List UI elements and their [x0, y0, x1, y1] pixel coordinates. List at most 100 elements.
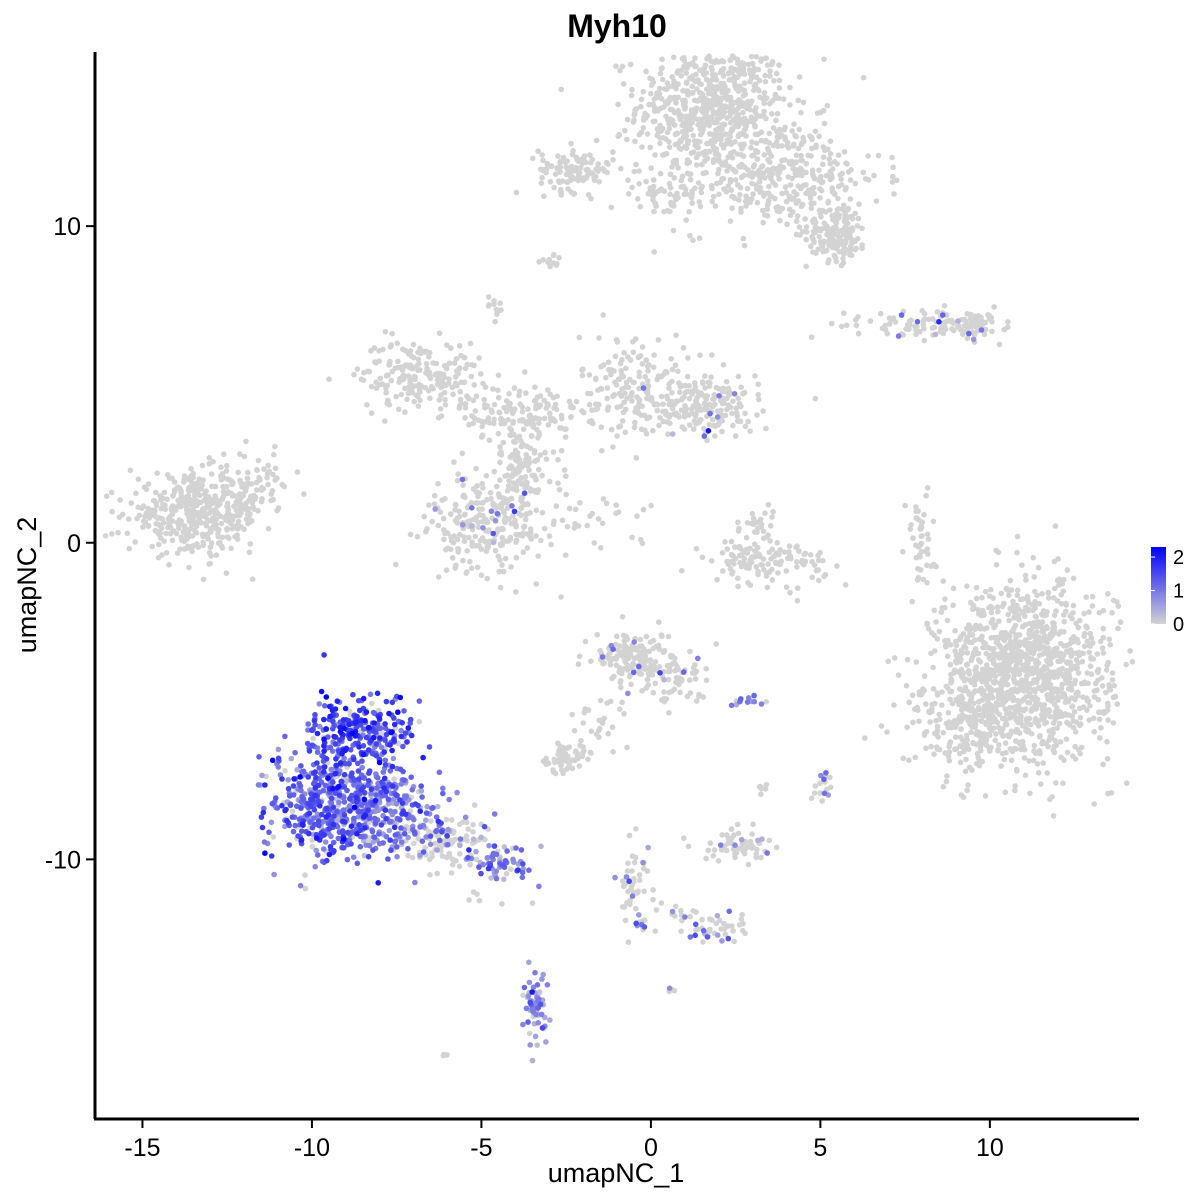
cell-point [1100, 761, 1106, 768]
cell-point [690, 908, 696, 914]
cell-point [713, 132, 720, 138]
cell-point [706, 122, 713, 129]
cell-point [916, 328, 923, 335]
cell-point [565, 186, 571, 192]
cell-point [673, 398, 680, 405]
cell-point [1095, 677, 1101, 684]
cell-point [971, 700, 977, 707]
cell-point [904, 656, 911, 663]
cell-point [744, 185, 751, 192]
cell-point [684, 388, 691, 395]
cell-point [605, 730, 611, 737]
cell-point [989, 328, 995, 335]
cell-point [218, 464, 224, 471]
cell-point [917, 525, 923, 532]
cell-point [679, 567, 685, 574]
cell-point [712, 72, 719, 78]
cell-point [614, 633, 620, 640]
cell-point [682, 104, 689, 111]
cell-point [506, 390, 512, 397]
cell-point [505, 483, 512, 489]
cell-point [484, 575, 491, 582]
cell-point [651, 249, 657, 255]
cell-point [820, 144, 826, 150]
cell-point [692, 662, 698, 668]
cell-point [768, 556, 774, 562]
cell-point [1025, 727, 1032, 734]
cell-point [641, 665, 647, 672]
cell-point [1111, 682, 1117, 689]
cell-point [1079, 658, 1086, 665]
cell-point [540, 257, 546, 263]
cell-point [983, 721, 989, 727]
cell-point [943, 312, 950, 318]
cell-point [741, 172, 747, 179]
cell-point [707, 916, 713, 922]
cell-point [633, 826, 639, 832]
cell-point [587, 390, 594, 397]
cell-point [451, 459, 457, 465]
cell-point [540, 157, 546, 164]
cell-point [815, 557, 822, 564]
cell-point [742, 198, 749, 205]
cell-point [772, 95, 778, 102]
cell-point [474, 564, 481, 571]
cell-point [740, 68, 747, 74]
cell-point [767, 73, 773, 79]
cell-point [460, 482, 466, 488]
cell-point [833, 258, 840, 265]
cell-point [645, 682, 652, 688]
cell-point [786, 160, 793, 167]
cell-point [575, 661, 582, 667]
cell-point [371, 345, 378, 351]
cell-point [608, 204, 615, 211]
cell-point [210, 458, 216, 465]
cell-point [893, 177, 900, 184]
cell-point [526, 467, 532, 473]
cell-point [1036, 748, 1043, 754]
cell-point [812, 395, 819, 402]
cell-point [476, 543, 482, 549]
cell-point [891, 655, 898, 661]
cell-point [253, 467, 260, 473]
cell-point [609, 675, 615, 682]
cell-point [715, 422, 721, 428]
cell-point [873, 198, 880, 204]
cell-point [779, 143, 785, 149]
cell-point [749, 831, 755, 837]
cell-point [732, 83, 738, 89]
cell-point [563, 473, 569, 480]
cell-point [860, 74, 867, 81]
cell-point [1009, 689, 1016, 696]
cell-point [603, 500, 610, 507]
cell-point [758, 56, 765, 62]
cell-point [1009, 667, 1016, 673]
cell-point [956, 701, 962, 708]
cell-point [547, 263, 553, 270]
cell-point [678, 73, 684, 79]
cell-point [1090, 715, 1097, 722]
cell-point [261, 466, 267, 472]
cell-point [1086, 609, 1092, 615]
cell-point [694, 144, 700, 150]
cell-point [637, 353, 644, 359]
cell-point [1052, 523, 1059, 529]
cell-point [1061, 643, 1067, 649]
cell-point [597, 697, 604, 704]
cell-point [640, 125, 647, 131]
cell-point [1069, 651, 1075, 657]
cell-point [809, 186, 816, 192]
cell-point [958, 672, 964, 678]
cell-point [750, 821, 756, 828]
cell-point [1099, 683, 1106, 689]
cell-point [1008, 757, 1015, 764]
cell-point [200, 542, 206, 549]
cell-point [275, 505, 282, 511]
cell-point [525, 455, 532, 462]
cell-point [724, 558, 730, 565]
cell-point [625, 662, 631, 669]
cell-point [972, 647, 979, 653]
cell-point [808, 334, 815, 340]
cell-point [1006, 733, 1012, 740]
cell-point [784, 143, 791, 149]
